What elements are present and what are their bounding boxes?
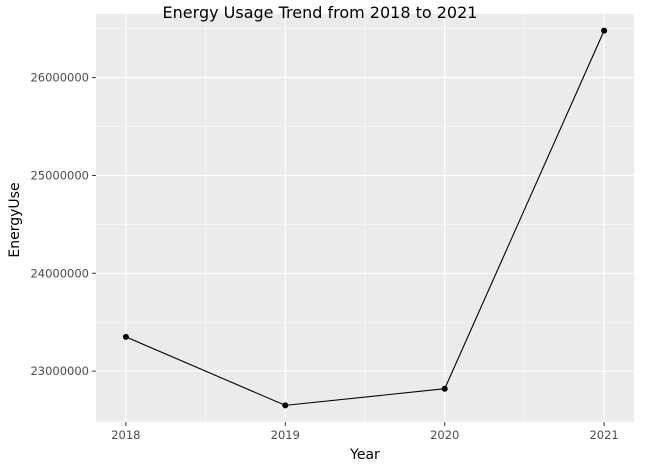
y-tick-label: 26000000 [30,71,89,85]
series-layer [122,27,608,409]
data-point [441,385,448,392]
series-line [125,30,605,406]
x-axis-label: Year [349,447,380,463]
chart-title: Energy Usage Trend from 2018 to 2021 [163,3,478,22]
x-tick-label: 2018 [111,428,140,442]
x-axis: 2018 2019 2020 2021 [111,422,619,442]
minor-gridlines [96,14,634,422]
major-gridlines [96,14,634,422]
y-tick-label: 25000000 [30,168,89,182]
y-axis-label: EnergyUse [7,182,23,257]
x-tick-label: 2021 [589,428,618,442]
y-axis: 23000000 24000000 25000000 26000000 [30,71,96,378]
y-tick-label: 24000000 [30,266,89,280]
y-tick-label: 23000000 [30,364,89,378]
data-point [122,333,129,340]
x-tick-label: 2019 [271,428,300,442]
data-point [601,27,608,34]
data-point [282,402,289,409]
x-tick-label: 2020 [430,428,459,442]
